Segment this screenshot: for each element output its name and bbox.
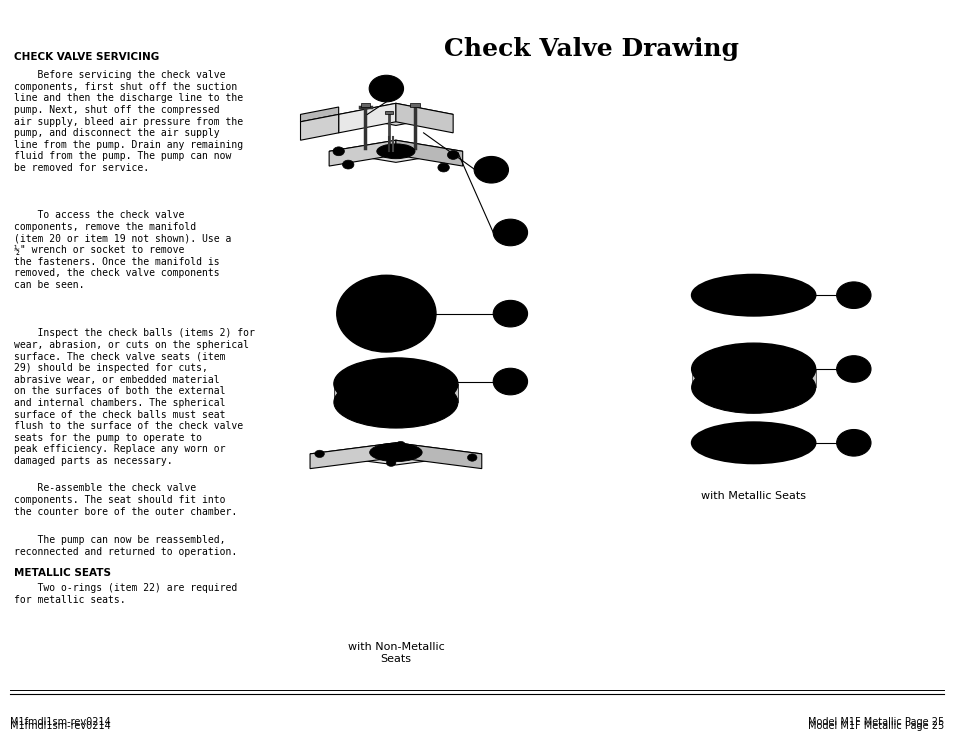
- Circle shape: [474, 156, 508, 183]
- Polygon shape: [338, 103, 453, 125]
- Text: CHECK VALVE SERVICING: CHECK VALVE SERVICING: [14, 52, 159, 62]
- Circle shape: [314, 450, 324, 458]
- Circle shape: [447, 151, 458, 159]
- Polygon shape: [300, 107, 338, 122]
- Text: Inspect the check balls (items 2) for
wear, abrasion, or cuts on the spherical
s: Inspect the check balls (items 2) for we…: [14, 328, 254, 466]
- Circle shape: [493, 300, 527, 327]
- Polygon shape: [310, 443, 481, 465]
- Ellipse shape: [381, 447, 410, 458]
- Ellipse shape: [364, 390, 426, 415]
- Polygon shape: [395, 140, 462, 166]
- Text: METALLIC SEATS: METALLIC SEATS: [14, 568, 112, 579]
- Text: 22: 22: [846, 290, 860, 300]
- Text: To access the check valve
components, remove the manifold
(item 20 or item 19 no: To access the check valve components, re…: [14, 210, 232, 290]
- Text: 20: 20: [379, 83, 393, 94]
- Text: Before servicing the check valve
components, first shut off the suction
line and: Before servicing the check valve compone…: [14, 70, 243, 173]
- Text: Model M1F Metallic Page 25: Model M1F Metallic Page 25: [807, 717, 943, 727]
- Polygon shape: [395, 443, 481, 469]
- Polygon shape: [783, 369, 815, 387]
- Ellipse shape: [376, 144, 415, 159]
- Polygon shape: [329, 140, 462, 162]
- Circle shape: [386, 459, 395, 466]
- Ellipse shape: [369, 443, 421, 462]
- Circle shape: [336, 275, 436, 352]
- Ellipse shape: [334, 358, 457, 410]
- Ellipse shape: [691, 275, 815, 316]
- Polygon shape: [691, 369, 722, 387]
- Text: 22: 22: [846, 438, 860, 448]
- Text: with Metallic Seats: with Metallic Seats: [700, 491, 805, 501]
- Polygon shape: [410, 103, 419, 107]
- Text: The pump can now be reassembled,
reconnected and returned to operation.: The pump can now be reassembled, reconne…: [14, 535, 237, 556]
- Circle shape: [369, 75, 403, 102]
- Polygon shape: [427, 384, 457, 402]
- Circle shape: [836, 356, 870, 382]
- Text: 30: 30: [503, 227, 517, 238]
- Polygon shape: [360, 103, 370, 107]
- Ellipse shape: [334, 376, 457, 428]
- Circle shape: [437, 163, 449, 172]
- Circle shape: [493, 219, 527, 246]
- Circle shape: [342, 160, 354, 169]
- Text: 29: 29: [503, 376, 517, 387]
- Text: 29: 29: [846, 364, 860, 374]
- Ellipse shape: [691, 343, 815, 395]
- Ellipse shape: [722, 356, 783, 382]
- Ellipse shape: [706, 280, 800, 311]
- Ellipse shape: [706, 427, 800, 458]
- Text: M1fmdl1sm-rev0214: M1fmdl1sm-rev0214: [10, 720, 111, 731]
- Text: Model M1F Metallic Page 25: Model M1F Metallic Page 25: [807, 720, 943, 731]
- Circle shape: [836, 282, 870, 308]
- Circle shape: [836, 430, 870, 456]
- Text: 9: 9: [488, 165, 494, 175]
- Polygon shape: [338, 103, 395, 133]
- Text: Check Valve Drawing: Check Valve Drawing: [443, 37, 739, 61]
- Circle shape: [493, 368, 527, 395]
- Text: with Non-Metallic
Seats: with Non-Metallic Seats: [347, 642, 444, 663]
- Ellipse shape: [722, 375, 783, 401]
- Text: M1fmdl1sm-rev0214: M1fmdl1sm-rev0214: [10, 717, 111, 727]
- Circle shape: [395, 441, 405, 449]
- Ellipse shape: [691, 422, 815, 463]
- Circle shape: [467, 454, 476, 461]
- Polygon shape: [334, 384, 364, 402]
- Circle shape: [333, 147, 344, 156]
- Polygon shape: [310, 443, 395, 469]
- Polygon shape: [300, 114, 338, 140]
- Ellipse shape: [691, 362, 815, 413]
- Ellipse shape: [364, 371, 426, 397]
- Polygon shape: [329, 140, 395, 166]
- Text: Re-assemble the check valve
components. The seat should fit into
the counter bor: Re-assemble the check valve components. …: [14, 483, 237, 517]
- Text: 2: 2: [507, 308, 513, 319]
- Text: Two o-rings (item 22) are required
for metallic seats.: Two o-rings (item 22) are required for m…: [14, 583, 237, 604]
- Polygon shape: [385, 111, 393, 114]
- Polygon shape: [395, 103, 453, 133]
